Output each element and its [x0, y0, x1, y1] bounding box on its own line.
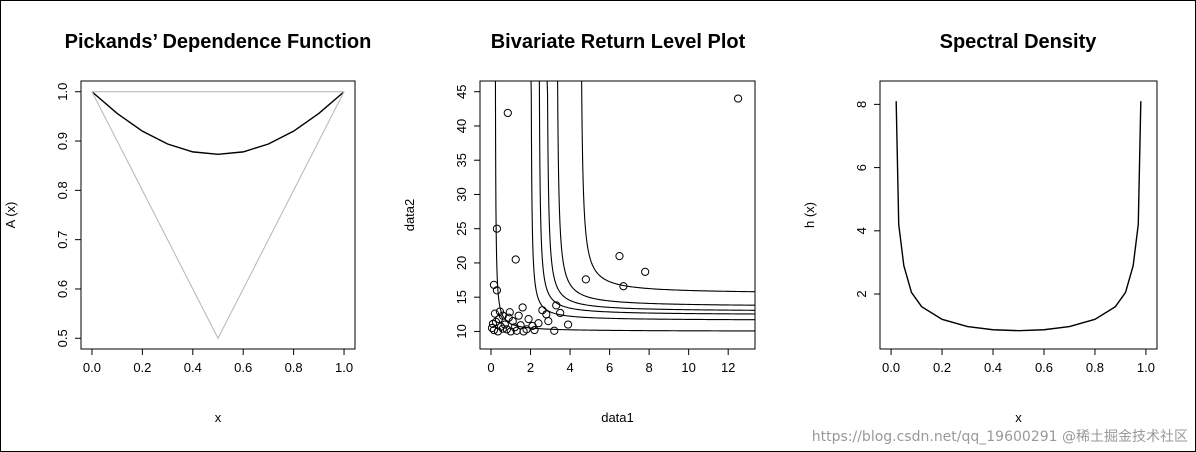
data-point: [505, 308, 514, 317]
data-point: [524, 315, 533, 324]
data-point: [514, 311, 523, 320]
x-tick-label: 10: [681, 360, 695, 375]
y-tick-label: 30: [454, 187, 469, 201]
data-point: [518, 303, 527, 312]
y-tick-label: 6: [854, 164, 869, 171]
contour-line-3: [538, 81, 755, 315]
y-tick-label: 0.6: [55, 280, 70, 298]
plot-frame: [80, 80, 356, 350]
data-point: [530, 325, 539, 335]
plot-area: [895, 101, 1142, 332]
x-tick-label: 0.4: [984, 360, 1002, 375]
x-tick-label: 0.4: [184, 360, 202, 375]
plot-area: [91, 91, 345, 340]
data-point: [552, 301, 561, 310]
x-tick-label: 0.2: [933, 360, 951, 375]
data-point: [563, 320, 573, 329]
x-tick-label: 8: [646, 360, 653, 375]
contour-line-4: [546, 81, 755, 311]
data-point: [492, 224, 502, 233]
x-axis-label: data1: [601, 410, 634, 425]
data-point: [491, 317, 501, 326]
y-tick-label: 0.5: [55, 329, 70, 347]
data-point: [490, 309, 500, 318]
data-point: [508, 317, 517, 326]
y-tick-label: 15: [454, 290, 469, 304]
contour-line-5: [557, 81, 755, 306]
contour-line-6: [581, 81, 755, 293]
x-tick-label: 6: [606, 360, 613, 375]
data-point: [550, 326, 559, 335]
y-tick-label: 25: [454, 221, 469, 235]
contour-line-2: [530, 81, 755, 321]
x-tick-label: 0.6: [234, 360, 252, 375]
data-point: [556, 308, 565, 318]
data-point: [733, 94, 743, 103]
data-point: [506, 327, 515, 336]
data-point: [544, 317, 553, 326]
data-point: [498, 324, 507, 333]
chart-panel-3: Spectral Density 0.0 0.2 0.4 0.6 0.8 1.0 2 4 6 8 x h…: [802, 31, 1158, 425]
y-axis-label: h (x): [802, 202, 817, 228]
data-point: [500, 320, 509, 329]
data-point: [581, 275, 590, 284]
data-point: [615, 251, 624, 261]
y-tick-label: 0.8: [55, 181, 70, 199]
x-tick-label: 0.8: [285, 360, 303, 375]
chart-panel-2: Bivariate Return Level Plot 0 2 4 6 8 10 12 10 15…: [402, 31, 756, 425]
y-tick-label: 4: [854, 227, 869, 234]
chart-title: Pickands’ Dependence Function: [65, 31, 372, 53]
data-point: [511, 255, 520, 264]
x-tick-label: 0: [487, 360, 494, 375]
data-point: [619, 282, 628, 291]
x-tick-label: 0.6: [1035, 360, 1053, 375]
chart-title: Spectral Density: [940, 31, 1098, 53]
data-point: [503, 108, 512, 118]
data-point: [528, 321, 537, 331]
x-tick-label: 0.8: [1086, 360, 1104, 375]
y-tick-label: 1.0: [55, 83, 70, 101]
x-tick-label: 1.0: [1137, 360, 1155, 375]
y-tick-label: 20: [454, 256, 469, 270]
x-tick-label: 1.0: [335, 360, 353, 375]
series-line-2: [91, 91, 345, 340]
data-point: [519, 327, 528, 336]
chart-panel-1: Pickands’ Dependence Function 0.0 0.2 0.4 0.…: [3, 31, 371, 425]
watermark: https://blog.csdn.net/qq_19600291 @稀土掘金技…: [812, 429, 1188, 445]
x-tick-label: 12: [721, 360, 735, 375]
y-tick-label: 45: [454, 84, 469, 98]
plot-frame: [479, 80, 756, 350]
y-tick-label: 35: [454, 153, 469, 167]
y-tick-label: 8: [854, 101, 869, 108]
y-tick-label: 0.9: [55, 132, 70, 150]
series-line-1: [91, 91, 345, 156]
y-tick-label: 10: [454, 324, 469, 338]
plot-area: [487, 81, 755, 336]
data-point: [487, 323, 497, 333]
data-point: [495, 307, 504, 316]
y-tick-label: 2: [854, 290, 869, 297]
data-point: [492, 286, 502, 295]
y-axis-label: A (x): [3, 202, 18, 229]
data-point: [641, 267, 650, 276]
series-line-1: [895, 101, 1142, 332]
data-point: [489, 325, 499, 335]
x-tick-label: 0.2: [133, 360, 151, 375]
x-tick-label: 4: [566, 360, 573, 375]
x-tick-label: 0.0: [882, 360, 900, 375]
x-tick-label: 2: [527, 360, 534, 375]
y-tick-label: 40: [454, 119, 469, 133]
data-point: [502, 325, 511, 334]
y-axis-label: data2: [402, 199, 417, 232]
chart-title: Bivariate Return Level Plot: [491, 31, 746, 53]
data-point: [493, 327, 503, 336]
x-axis-label: x: [215, 410, 222, 425]
plot-frame: [879, 80, 1158, 350]
y-tick-label: 0.7: [55, 231, 70, 249]
x-tick-label: 0.0: [83, 360, 101, 375]
x-axis-label: x: [1015, 410, 1022, 425]
